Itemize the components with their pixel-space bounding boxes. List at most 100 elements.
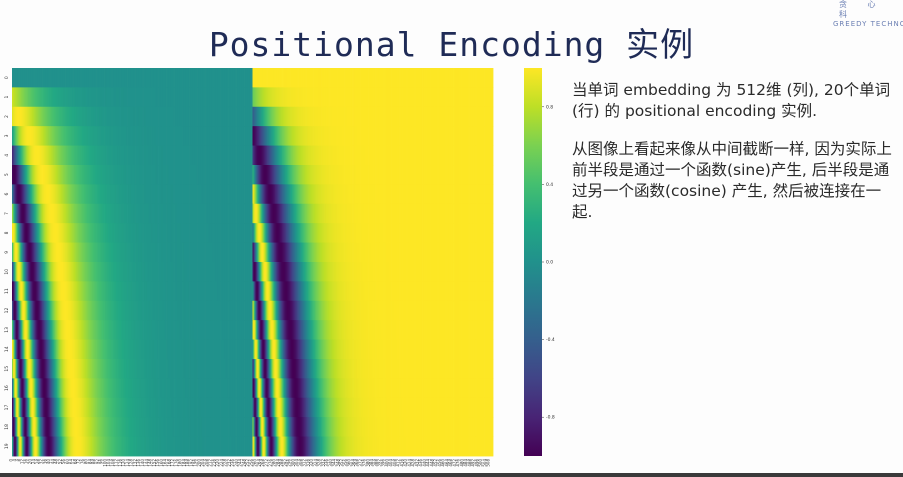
heatmap-cell xyxy=(262,87,265,108)
heatmap-cell xyxy=(428,106,430,127)
heatmap-cell xyxy=(463,184,466,205)
heatmap-cell xyxy=(213,106,215,127)
heatmap-cell xyxy=(122,165,125,185)
heatmap-cell xyxy=(337,106,339,127)
heatmap-cell xyxy=(474,184,476,205)
heatmap-cell xyxy=(76,203,79,224)
heatmap-cell xyxy=(259,145,261,166)
heatmap-cell xyxy=(35,68,37,88)
heatmap-cell xyxy=(119,126,121,146)
heatmap-cell xyxy=(149,68,151,88)
heatmap-cell xyxy=(487,203,489,224)
heatmap-cell xyxy=(372,165,375,185)
logo-english-text: GREEDY TECHNOLO xyxy=(833,20,903,28)
heatmap-cell xyxy=(60,145,63,166)
heatmap-cell xyxy=(142,87,144,108)
heatmap-cell xyxy=(433,126,436,146)
heatmap-cell xyxy=(210,106,212,127)
heatmap-cell xyxy=(437,145,439,166)
heatmap-cell xyxy=(119,242,121,263)
heatmap-cell xyxy=(272,106,274,127)
heatmap-cell xyxy=(322,106,325,127)
heatmap-cell xyxy=(339,203,342,224)
heatmap-cell xyxy=(133,126,135,146)
heatmap-cell xyxy=(257,165,259,185)
heatmap-cell xyxy=(292,68,295,88)
heatmap-cell xyxy=(317,68,319,88)
heatmap-cell xyxy=(136,87,139,108)
heatmap-cell xyxy=(134,184,136,205)
heatmap-cell xyxy=(305,184,307,205)
heatmap-cell xyxy=(484,184,486,205)
heatmap-cell xyxy=(478,184,481,205)
heatmap-cell xyxy=(266,223,268,243)
heatmap-cell xyxy=(337,145,340,166)
heatmap-cell xyxy=(411,165,413,185)
heatmap-cell xyxy=(91,184,94,205)
heatmap-cell xyxy=(325,106,328,127)
heatmap-cell xyxy=(191,126,193,146)
heatmap-cell xyxy=(46,203,49,224)
heatmap-cell xyxy=(278,68,281,88)
heatmap-cell xyxy=(425,184,427,205)
heatmap-cell xyxy=(327,126,329,146)
heatmap-cell xyxy=(23,184,25,205)
heatmap-cell xyxy=(212,126,214,146)
heatmap-cell xyxy=(229,242,231,263)
heatmap-cell xyxy=(44,203,47,224)
heatmap-cell xyxy=(412,106,414,127)
heatmap-cell xyxy=(213,68,215,88)
heatmap-cell xyxy=(36,106,38,127)
heatmap-cell xyxy=(475,68,477,88)
heatmap-cell xyxy=(149,184,151,205)
heatmap-cell xyxy=(458,165,460,185)
heatmap-cell xyxy=(278,87,281,108)
heatmap-cell xyxy=(99,165,101,185)
heatmap-cell xyxy=(51,203,53,224)
heatmap-cell xyxy=(90,165,93,185)
heatmap-cell xyxy=(84,242,86,263)
heatmap-cell xyxy=(192,145,194,166)
heatmap-cell xyxy=(456,203,458,224)
heatmap-cell xyxy=(475,184,477,205)
heatmap-cell xyxy=(197,165,199,185)
heatmap-cell xyxy=(382,87,384,108)
heatmap-cell xyxy=(342,145,345,166)
heatmap-cell xyxy=(238,165,240,185)
heatmap-cell xyxy=(127,145,129,166)
heatmap-cell xyxy=(253,184,255,205)
heatmap-cell xyxy=(34,165,36,185)
heatmap-cell xyxy=(12,165,15,185)
heatmap-cell xyxy=(51,68,53,88)
heatmap-cell xyxy=(299,203,301,224)
heatmap-cell xyxy=(267,203,269,224)
heatmap-cell xyxy=(318,106,320,127)
heatmap-cell xyxy=(374,87,376,108)
heatmap-cell xyxy=(19,203,21,224)
heatmap-cell xyxy=(78,106,81,127)
heatmap-cell xyxy=(262,106,265,127)
heatmap-cell xyxy=(72,68,74,88)
heatmap-cell xyxy=(234,165,236,185)
heatmap-cell xyxy=(118,242,120,263)
heatmap-cell xyxy=(92,184,95,205)
heatmap-cell xyxy=(170,223,173,243)
heatmap-cell xyxy=(105,145,107,166)
heatmap-cell xyxy=(354,165,357,185)
heatmap-cell xyxy=(30,87,33,108)
heatmap-cell xyxy=(358,145,360,166)
heatmap-cell xyxy=(413,145,415,166)
heatmap-cell xyxy=(233,165,236,185)
heatmap-cell xyxy=(287,165,289,185)
heatmap-cell xyxy=(64,223,66,243)
heatmap-cell xyxy=(334,223,336,243)
heatmap-cell xyxy=(303,203,305,224)
heatmap-cell xyxy=(426,87,428,108)
heatmap-cell xyxy=(203,126,205,146)
heatmap-cell xyxy=(389,203,391,224)
heatmap-cell xyxy=(75,126,78,146)
heatmap-cell xyxy=(32,106,35,127)
heatmap-cell xyxy=(139,126,142,146)
heatmap-cell xyxy=(379,87,381,108)
heatmap-cell xyxy=(180,203,182,224)
